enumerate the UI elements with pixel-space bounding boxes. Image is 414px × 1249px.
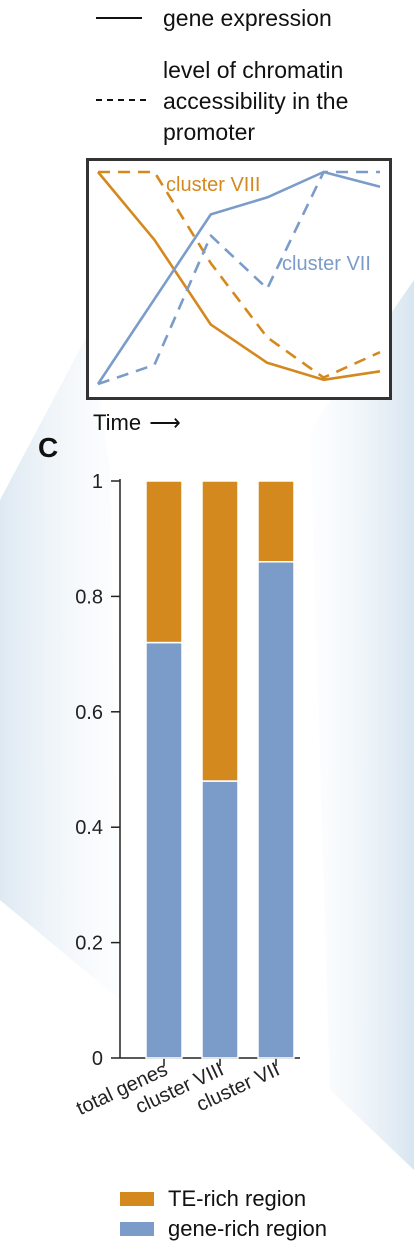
inset-line-chart: cluster VIII cluster VII	[86, 158, 392, 400]
legend-swatch-te-rich	[120, 1192, 154, 1206]
top-legend: gene expression level of chromatin acces…	[0, 0, 414, 160]
y-tick-label: 1	[92, 471, 103, 493]
inset-line-cluster-viii-dashed	[98, 170, 381, 379]
bar-te-rich-region-total-genes	[145, 480, 183, 644]
solid-line-label: gene expression	[163, 5, 332, 31]
y-tick-label: 0.2	[75, 933, 103, 955]
arrow-right-icon: ⟶	[149, 410, 181, 435]
y-tick-label: 0.8	[75, 586, 103, 608]
bar-te-rich-region-cluster-viii	[201, 480, 239, 782]
right-wedge	[310, 280, 414, 1170]
dashed-line-label-2: accessibility in the	[163, 88, 349, 114]
inset-series-label-cluster-vii: cluster VII	[282, 253, 371, 275]
time-text: Time	[93, 410, 142, 435]
inset-line-cluster-vii-solid	[96, 170, 381, 385]
bar-gene-rich-region-cluster-vii	[257, 561, 295, 1059]
bar-gene-rich-region-cluster-viii	[201, 780, 239, 1059]
panel-letter: C	[38, 432, 59, 463]
chart-legend: TE-rich region gene-rich region	[0, 1185, 414, 1249]
y-tick-label: 0.4	[75, 817, 103, 839]
left-wedge	[0, 330, 120, 1000]
legend-label-gene-rich: gene-rich region	[168, 1216, 327, 1241]
dashed-line-label-1: level of chromatin	[163, 57, 344, 83]
inset-frame	[86, 158, 392, 400]
legend-label-te-rich: TE-rich region	[168, 1186, 307, 1211]
y-tick-label: 0	[92, 1048, 103, 1070]
y-tick-label: 0.6	[75, 702, 103, 724]
inset-x-axis-label: Time ⟶	[93, 410, 181, 436]
solid-line-sample	[96, 17, 142, 19]
inset-line-cluster-viii-solid	[97, 171, 381, 382]
legend-swatch-gene-rich	[120, 1222, 154, 1236]
inset-series-label-cluster-viii: cluster VIII	[166, 174, 260, 196]
dashed-line-sample	[96, 99, 146, 101]
bar-gene-rich-region-total-genes	[145, 641, 183, 1059]
dashed-line-label-3: promoter	[163, 119, 256, 145]
bar-te-rich-region-cluster-vii	[257, 480, 295, 563]
inset-line-cluster-vii-dashed	[97, 170, 380, 386]
